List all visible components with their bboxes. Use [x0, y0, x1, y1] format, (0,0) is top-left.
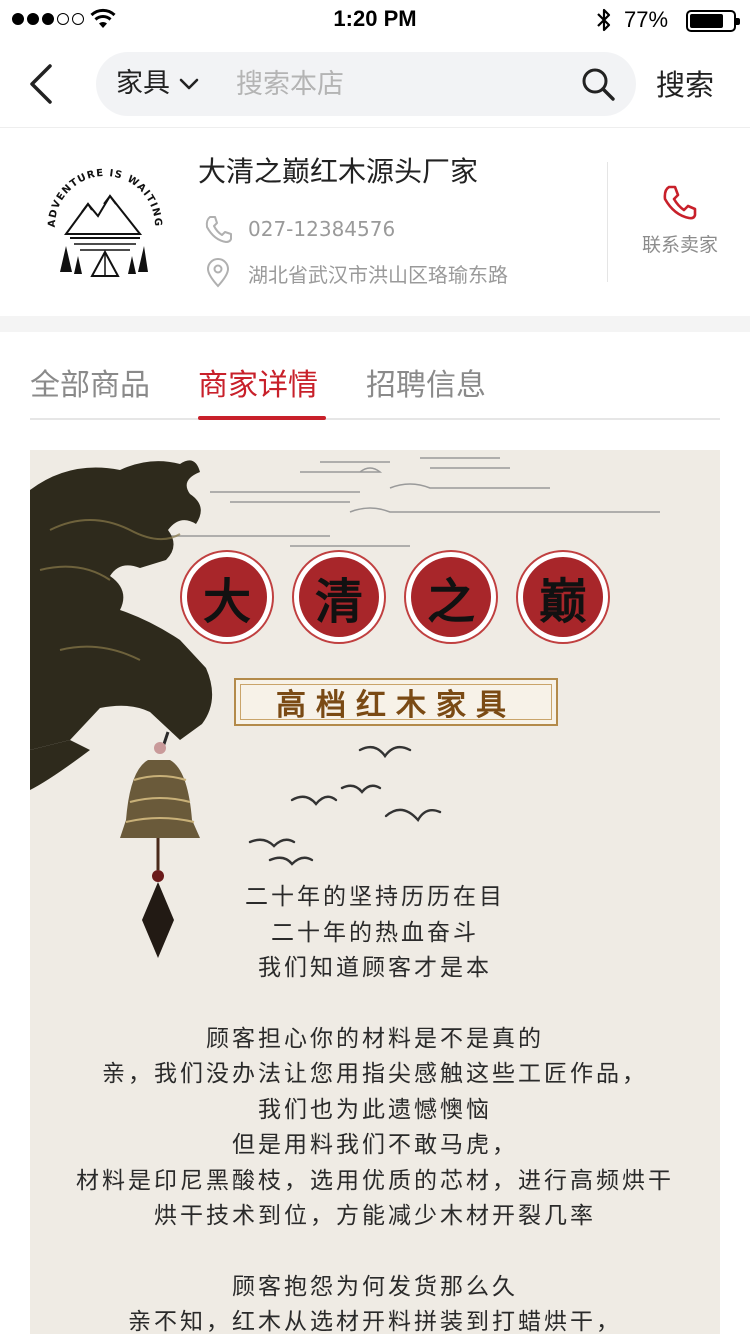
battery-percent: 77%: [624, 7, 669, 32]
phone-icon: [205, 216, 232, 243]
poem-line: 我们也为此遗憾懊恼: [258, 1096, 492, 1123]
phone-icon: [663, 185, 697, 220]
status-time: 1:20 PM: [333, 6, 417, 31]
poem-line: 但是用料我们不敢马虎，: [232, 1132, 518, 1158]
store-logo: ADVENTURE IS WAITING: [30, 154, 180, 290]
seal-char: 大: [187, 557, 267, 637]
seal-char: 巅: [523, 557, 603, 637]
contact-seller-label: 联系卖家: [641, 234, 718, 256]
search-input[interactable]: [236, 52, 566, 116]
poem-line: 烘干技术到位，方能减少木材开裂几率: [154, 1203, 596, 1229]
store-phone: 027-12384576: [248, 217, 396, 241]
location-pin-icon: [206, 258, 230, 288]
search-icon[interactable]: [580, 66, 616, 102]
search-box[interactable]: 家具: [96, 52, 636, 116]
poem-line: 亲，我们没办法让您用指尖感触这些工匠作品，: [102, 1061, 648, 1087]
status-bar: 1:20 PM 77%: [0, 0, 750, 40]
search-button[interactable]: 搜索: [656, 62, 714, 104]
seal-char: 清: [299, 557, 379, 637]
merchant-detail-banner: 大 清 之 巅 高档红木家具 二十年的坚持历历在目 二十年的热血奋斗 我们知道顾…: [30, 450, 720, 1334]
brand-seal: 大: [180, 550, 274, 644]
poem-line: 二十年的坚持历历在目: [245, 884, 505, 910]
store-address: 湖北省武汉市洪山区珞瑜东路: [248, 262, 508, 287]
back-arrow-icon[interactable]: [22, 60, 62, 108]
search-scope-dropdown[interactable]: 家具: [116, 52, 200, 116]
poem-line: 顾客抱怨为何发货那么久: [232, 1273, 518, 1300]
poem-line: 我们知道顾客才是本: [258, 955, 492, 981]
brand-seal: 清: [292, 550, 386, 644]
poem-line: 二十年的热血奋斗: [271, 919, 479, 946]
cellular-signal-icon: [12, 13, 84, 25]
tab-merchant-details[interactable]: 商家详情: [198, 368, 318, 403]
poem-line: 顾客担心你的材料是不是真的: [206, 1025, 544, 1052]
wifi-icon: [90, 8, 116, 28]
store-info-card: ADVENTURE IS WAITING 大清之巅红木源头厂家 027-1238…: [0, 128, 750, 316]
brand-seal: 巅: [516, 550, 610, 644]
store-address-row: 湖北省武汉市洪山区珞瑜东路: [204, 258, 508, 288]
seal-char: 之: [411, 557, 491, 637]
tab-bar: 全部商品 商家详情 招聘信息: [30, 332, 720, 420]
brand-seal-row: 大 清 之 巅: [180, 550, 610, 644]
contact-seller-button[interactable]: 联系卖家: [632, 184, 728, 257]
active-tab-indicator: [198, 416, 326, 420]
nav-bar: 家具 搜索: [0, 40, 750, 128]
chevron-down-icon: [179, 78, 199, 90]
poem-line: 亲不知，红木从选材开料拼装到打蜡烘干，: [128, 1309, 622, 1334]
banner-subtitle-box: 高档红木家具: [234, 678, 558, 726]
banner-poem: 二十年的坚持历历在目 二十年的热血奋斗 我们知道顾客才是本 顾客担心你的材料是不…: [30, 880, 720, 1334]
section-gap: [0, 316, 750, 332]
store-phone-row[interactable]: 027-12384576: [204, 214, 395, 244]
banner-illustration: [30, 457, 660, 958]
store-name: 大清之巅红木源头厂家: [198, 155, 479, 188]
tab-recruitment-info[interactable]: 招聘信息: [366, 368, 486, 403]
brand-seal: 之: [404, 550, 498, 644]
poem-line: 材料是印尼黑酸枝，选用优质的芯材，进行高频烘干: [76, 1167, 674, 1194]
battery-icon: [686, 10, 740, 32]
tab-all-products[interactable]: 全部商品: [30, 368, 150, 403]
search-scope-label: 家具: [116, 68, 170, 99]
divider: [607, 162, 608, 282]
banner-subtitle: 高档红木家具: [276, 688, 516, 723]
bluetooth-icon: [597, 8, 611, 32]
